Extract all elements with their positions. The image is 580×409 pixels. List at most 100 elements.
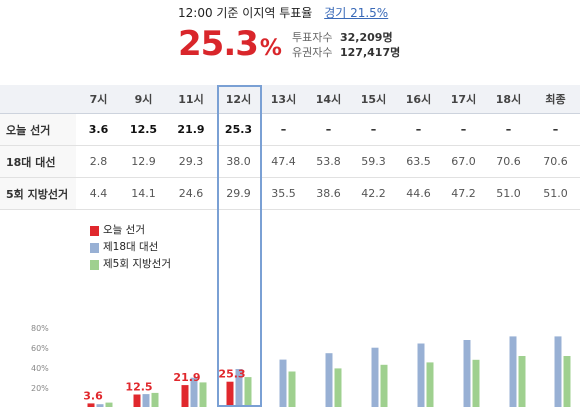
cell: 51.0 [531, 177, 580, 210]
voters-label: 투표자수 [292, 31, 333, 44]
cell: – [396, 113, 441, 146]
cell: 51.0 [486, 177, 531, 210]
cell: 12.9 [121, 145, 166, 178]
y-tick-label: 80% [31, 324, 49, 333]
cell: 44.6 [396, 177, 441, 210]
chart-legend: 오늘 선거 제18대 대선 제5회 지방선거 [90, 222, 171, 273]
y-tick-label: 20% [31, 384, 49, 393]
bar-presidential [371, 347, 379, 407]
table-row: 오늘 선거 3.6 12.5 21.9 25.3 – – – – – – – [0, 113, 580, 146]
cell: 63.5 [396, 145, 441, 178]
vote-counts: 투표자수 32,209명 유권자수 127,417명 [292, 30, 400, 60]
region-turnout-link[interactable]: 경기 21.5% [324, 6, 389, 20]
cell: 47.2 [441, 177, 486, 210]
bar-presidential [235, 369, 243, 407]
turnout-bar-chart: 20% 40% 60% 80% 3.6 12.5 21.9 25.3 [31, 324, 571, 407]
corner-cell [0, 85, 76, 114]
hour-header: 14시 [306, 85, 351, 114]
bar-presidential [96, 404, 104, 407]
cell: – [486, 113, 531, 146]
table-row: 18대 대선 2.8 12.9 29.3 38.0 47.4 53.8 59.3… [0, 145, 580, 178]
cell: – [261, 113, 306, 146]
row-label: 5회 지방선거 [0, 177, 76, 210]
cell: 4.4 [76, 177, 121, 210]
hour-header: 11시 [166, 85, 216, 114]
bar-presidential [325, 353, 333, 407]
legend-swatch [90, 225, 99, 236]
hour-header-row: 7시 9시 11시 12시 13시 14시 15시 16시 17시 18시 최종 [0, 85, 580, 114]
cell: 29.3 [166, 145, 216, 178]
bar-local [334, 368, 342, 407]
legend-label: 오늘 선거 [103, 224, 145, 236]
row-label: 18대 대선 [0, 145, 76, 178]
bar-local [151, 392, 159, 407]
cell: 3.6 [76, 113, 121, 146]
cell: 24.6 [166, 177, 216, 210]
cell: 67.0 [441, 145, 486, 178]
bar-data-label: 21.9 [173, 371, 200, 384]
eligible-value: 127,417명 [340, 46, 401, 59]
legend-item: 제5회 지방선거 [90, 256, 171, 273]
cell: 12.5 [121, 113, 166, 146]
hour-header: 13시 [261, 85, 306, 114]
bar-local [380, 364, 388, 407]
legend-label: 제18대 대선 [103, 241, 159, 253]
bar-local [288, 371, 296, 407]
cell: – [351, 113, 396, 146]
bar-local [105, 402, 113, 407]
hour-header: 최종 [531, 85, 580, 114]
hour-header: 9시 [121, 85, 166, 114]
bar-data-label: 3.6 [83, 389, 103, 402]
bar-local [244, 377, 252, 407]
cell: 70.6 [531, 145, 580, 178]
legend-label: 제5회 지방선거 [103, 258, 171, 270]
cell: – [441, 113, 486, 146]
table-row: 5회 지방선거 4.4 14.1 24.6 29.9 35.5 38.6 42.… [0, 177, 580, 210]
legend-swatch [90, 259, 99, 270]
hour-header: 17시 [441, 85, 486, 114]
bar-presidential [279, 359, 287, 407]
bar-presidential [509, 336, 517, 407]
bar-data-label: 12.5 [125, 381, 152, 394]
cell: – [306, 113, 351, 146]
legend-item: 오늘 선거 [90, 222, 171, 239]
bar-presidential [554, 336, 562, 407]
cell: 53.8 [306, 145, 351, 178]
hour-header: 18시 [486, 85, 531, 114]
cell: 70.6 [486, 145, 531, 178]
bar-today [226, 381, 234, 407]
bar-local [472, 359, 480, 407]
cell: 21.9 [166, 113, 216, 146]
cell: 29.9 [216, 177, 261, 210]
cell: – [531, 113, 580, 146]
hour-header: 15시 [351, 85, 396, 114]
cell: 47.4 [261, 145, 306, 178]
page-title: 12:00 기준 이지역 투표율 경기 21.5% [178, 4, 388, 21]
legend-item: 제18대 대선 [90, 239, 171, 256]
bar-local [518, 356, 526, 407]
turnout-value: 25.3 [178, 24, 259, 64]
bar-today [133, 394, 141, 407]
cell: 59.3 [351, 145, 396, 178]
y-tick-label: 40% [31, 364, 49, 373]
row-label: 오늘 선거 [0, 113, 76, 146]
cell: 14.1 [121, 177, 166, 210]
bar-local [199, 382, 207, 407]
cell: 35.5 [261, 177, 306, 210]
bar-presidential [190, 377, 198, 407]
eligible-label: 유권자수 [292, 46, 333, 59]
title-text: 12:00 기준 이지역 투표율 [178, 6, 313, 20]
hour-header: 7시 [76, 85, 121, 114]
bar-data-label: 25.3 [218, 368, 245, 381]
cell: 38.0 [216, 145, 261, 178]
bar-today [181, 385, 189, 407]
bar-presidential [142, 394, 150, 407]
bar-local [563, 356, 571, 407]
turnout-table: 7시 9시 11시 12시 13시 14시 15시 16시 17시 18시 최종… [0, 85, 580, 210]
turnout-rate: 25.3% [178, 24, 282, 64]
bar-presidential [417, 343, 425, 407]
hour-header: 12시 [216, 85, 261, 114]
legend-swatch [90, 242, 99, 253]
cell: 2.8 [76, 145, 121, 178]
bar-local [426, 362, 434, 407]
